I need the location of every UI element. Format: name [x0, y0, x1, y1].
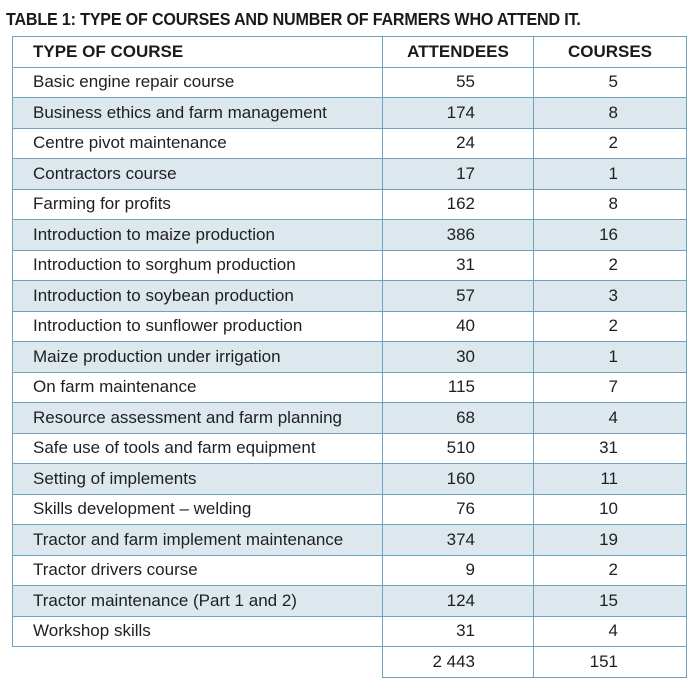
course-name-cell: Skills development – welding: [12, 493, 383, 525]
course-name-cell: Farming for profits: [12, 188, 383, 220]
course-name-cell: Tractor maintenance (Part 1 and 2): [12, 585, 383, 617]
courses-cell: 2: [533, 127, 687, 159]
course-name-cell: Contractors course: [12, 158, 383, 190]
table-header-row: TYPE OF COURSE ATTENDEES COURSES: [12, 36, 687, 68]
table-row: Tractor and farm implement maintenance 37…: [12, 524, 687, 556]
table-row: Business ethics and farm management 174 8: [12, 97, 687, 129]
courses-cell: 5: [533, 66, 687, 98]
course-name-cell: Business ethics and farm management: [12, 97, 383, 129]
courses-cell: 31: [533, 432, 687, 464]
table-row: Farming for profits 162 8: [12, 188, 687, 220]
table-row: Basic engine repair course 55 5: [12, 66, 687, 98]
table-row: Contractors course 17 1: [12, 158, 687, 190]
courses-cell: 11: [533, 463, 687, 495]
table-row: Resource assessment and farm planning 68 4: [12, 402, 687, 434]
table-row: Introduction to soybean production 57 3: [12, 280, 687, 312]
attendees-cell: 115: [382, 371, 534, 403]
course-name-cell: Introduction to soybean production: [12, 280, 383, 312]
course-name-cell: Safe use of tools and farm equipment: [12, 432, 383, 464]
table-row: On farm maintenance 115 7: [12, 371, 687, 403]
attendees-cell: 76: [382, 493, 534, 525]
attendees-cell: 24: [382, 127, 534, 159]
courses-cell: 1: [533, 341, 687, 373]
courses-cell: 16: [533, 219, 687, 251]
table-row: Tractor drivers course 9 2: [12, 554, 687, 586]
courses-cell: 3: [533, 280, 687, 312]
table-row: Workshop skills 31 4: [12, 615, 687, 647]
attendees-cell: 374: [382, 524, 534, 556]
courses-cell: 2: [533, 249, 687, 281]
table-row: Introduction to sorghum production 31 2: [12, 249, 687, 281]
courses-cell: 7: [533, 371, 687, 403]
totals-label-cell: [12, 646, 383, 677]
courses-table: TYPE OF COURSE ATTENDEES COURSES Basic e…: [12, 36, 687, 678]
courses-cell: 10: [533, 493, 687, 525]
attendees-cell: 40: [382, 310, 534, 342]
attendees-cell: 510: [382, 432, 534, 464]
table-row: Setting of implements 160 11: [12, 463, 687, 495]
course-name-cell: Tractor drivers course: [12, 554, 383, 586]
attendees-cell: 160: [382, 463, 534, 495]
table-row: Centre pivot maintenance 24 2: [12, 127, 687, 159]
attendees-cell: 9: [382, 554, 534, 586]
course-name-cell: On farm maintenance: [12, 371, 383, 403]
table-row: Safe use of tools and farm equipment 510 3…: [12, 432, 687, 464]
courses-cell: 8: [533, 97, 687, 129]
table-row: Skills development – welding 76 10: [12, 493, 687, 525]
course-name-cell: Tractor and farm implement maintenance: [12, 524, 383, 556]
course-name-cell: Workshop skills: [12, 615, 383, 647]
course-name-cell: Centre pivot maintenance: [12, 127, 383, 159]
course-name-cell: Maize production under irrigation: [12, 341, 383, 373]
column-header-type-of-course: TYPE OF COURSE: [12, 36, 383, 68]
attendees-cell: 17: [382, 158, 534, 190]
column-header-courses: COURSES: [533, 36, 687, 68]
course-name-cell: Setting of implements: [12, 463, 383, 495]
table-row: Tractor maintenance (Part 1 and 2) 124 15: [12, 585, 687, 617]
course-name-cell: Basic engine repair course: [12, 66, 383, 98]
attendees-cell: 31: [382, 615, 534, 647]
attendees-cell: 68: [382, 402, 534, 434]
attendees-cell: 57: [382, 280, 534, 312]
courses-cell: 19: [533, 524, 687, 556]
attendees-cell: 31: [382, 249, 534, 281]
course-name-cell: Introduction to sorghum production: [12, 249, 383, 281]
courses-cell: 1: [533, 158, 687, 190]
courses-cell: 2: [533, 310, 687, 342]
courses-cell: 4: [533, 402, 687, 434]
column-header-attendees: ATTENDEES: [382, 36, 534, 68]
table-body: Basic engine repair course 55 5 Business et…: [12, 66, 687, 678]
table-row: Maize production under irrigation 30 1: [12, 341, 687, 373]
table-title: TABLE 1: TYPE OF COURSES AND NUMBER OF F…: [6, 9, 581, 29]
courses-cell: 8: [533, 188, 687, 220]
courses-cell: 15: [533, 585, 687, 617]
attendees-cell: 174: [382, 97, 534, 129]
course-name-cell: Introduction to maize production: [12, 219, 383, 251]
courses-cell: 2: [533, 554, 687, 586]
table-row: Introduction to maize production 386 16: [12, 219, 687, 251]
courses-cell: 4: [533, 615, 687, 647]
attendees-cell: 30: [382, 341, 534, 373]
course-name-cell: Introduction to sunflower production: [12, 310, 383, 342]
total-courses-cell: 151: [533, 646, 687, 678]
course-name-cell: Resource assessment and farm planning: [12, 402, 383, 434]
table-row: Introduction to sunflower production 40 2: [12, 310, 687, 342]
attendees-cell: 386: [382, 219, 534, 251]
total-attendees-cell: 2 443: [382, 646, 534, 678]
attendees-cell: 162: [382, 188, 534, 220]
totals-row: 2 443 151: [12, 646, 687, 678]
attendees-cell: 124: [382, 585, 534, 617]
attendees-cell: 55: [382, 66, 534, 98]
